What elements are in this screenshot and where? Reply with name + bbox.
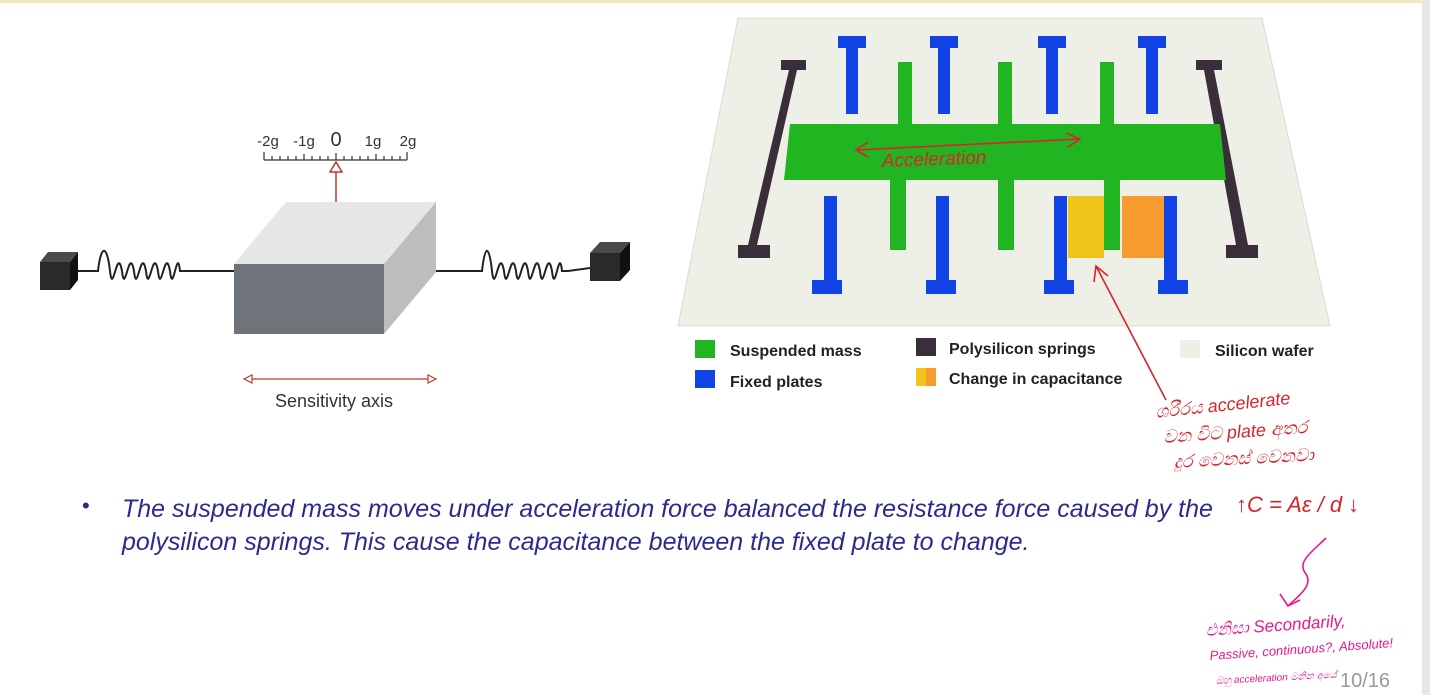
scale-label: 1g xyxy=(365,133,382,150)
fixed-plates-bottom xyxy=(812,196,1188,294)
legend-swatch-fixed-plates xyxy=(695,370,715,388)
polysilicon-spring-right xyxy=(1196,60,1258,258)
polysilicon-spring-left xyxy=(738,60,806,258)
acceleration-annotation: Acceleration xyxy=(880,147,986,172)
scrollbar[interactable] xyxy=(1422,0,1430,695)
note2-line-2: Passive, continuous?, Absolute! xyxy=(1209,635,1394,663)
left-end-block xyxy=(40,252,78,290)
capacitance-formula: ↑C = Aε / d ↓ xyxy=(1236,492,1359,517)
sensitivity-axis-label: Sensitivity axis xyxy=(275,391,393,411)
note2-line-3: ඔහු acceleration මනින අයේ xyxy=(1216,668,1340,687)
top-border xyxy=(0,0,1430,3)
legend-label-silicon-wafer: Silicon wafer xyxy=(1215,343,1314,360)
legend-swatch-change-in-capacitance xyxy=(916,368,926,386)
right-spring xyxy=(410,249,591,280)
legend: Suspended mass Polysilicon springs Silic… xyxy=(695,338,1314,391)
scale-label: -1g xyxy=(293,133,315,150)
annotation-pointer-line xyxy=(1095,265,1167,401)
proof-mass-box xyxy=(234,202,436,334)
legend-swatch-polysilicon-springs xyxy=(916,338,936,356)
note-line-3: දුර වෙනස් වෙනවා xyxy=(1172,445,1315,472)
legend-label-suspended-mass: Suspended mass xyxy=(730,343,862,360)
right-end-block xyxy=(590,242,630,281)
acceleration-arrow xyxy=(854,132,1082,158)
spring-mass-diagram: -2g -1g 0 1g 2g xyxy=(40,129,630,411)
magenta-arrow-head xyxy=(1279,593,1301,608)
bullet-marker: • xyxy=(82,493,90,518)
capacitance-gap-orange xyxy=(1122,196,1164,258)
scale-label: 2g xyxy=(400,133,417,150)
page-number: 10/16 xyxy=(1340,670,1391,692)
capacitance-gap-yellow xyxy=(1068,196,1104,258)
bullet-text: The suspended mass moves under accelerat… xyxy=(122,495,1213,556)
note2-line-1: එනිසා Secondarily, xyxy=(1205,611,1346,640)
left-spring xyxy=(78,249,234,280)
note-line-2: වන විට plate අතර xyxy=(1163,417,1311,449)
mems-accelerometer-diagram: Acceleration Suspended mass Polysilicon … xyxy=(677,17,1331,391)
legend-swatch-suspended-mass xyxy=(695,340,715,358)
magenta-squiggle-arrow xyxy=(1287,537,1327,607)
legend-label-change-in-capacitance: Change in capacitance xyxy=(949,371,1122,388)
suspended-mass xyxy=(784,62,1226,250)
legend-label-fixed-plates: Fixed plates xyxy=(730,374,823,391)
annotation-pointer-head xyxy=(1093,264,1109,283)
legend-swatch-silicon-wafer xyxy=(1180,340,1200,358)
legend-label-polysilicon-springs: Polysilicon springs xyxy=(949,341,1096,358)
ruler xyxy=(263,152,408,161)
note-line-1: ශරීරය accelerate xyxy=(1154,387,1291,422)
scale-label: -2g xyxy=(257,133,279,150)
fixed-plates-top xyxy=(838,36,1166,114)
sensitivity-axis-arrow xyxy=(242,374,438,384)
scale-label: 0 xyxy=(330,129,341,151)
